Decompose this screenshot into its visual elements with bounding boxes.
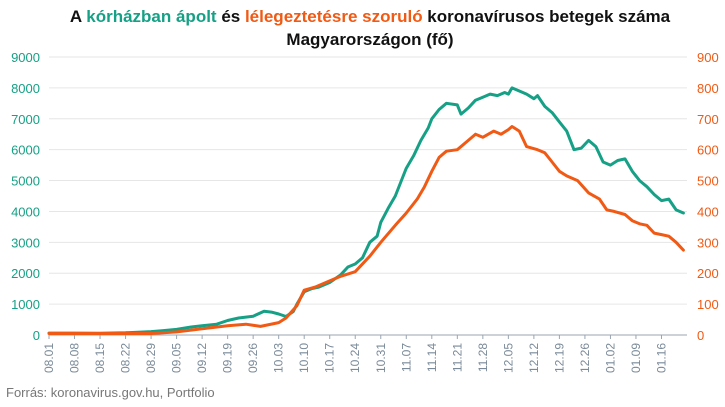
left-tick-label: 8000 (11, 81, 40, 96)
x-tick-label: 08.01 (42, 343, 56, 373)
right-tick-label: 100 (697, 297, 719, 312)
left-tick-label: 0 (33, 328, 40, 343)
left-tick-label: 3000 (11, 235, 40, 250)
title-ventilator-label: lélegeztetésre szoruló (244, 7, 423, 26)
ventilator-series-line (47, 125, 685, 335)
title-connector: és (216, 7, 245, 26)
right-tick-label: 800 (697, 81, 719, 96)
x-tick-label: 10.24 (348, 343, 362, 373)
left-tick-label: 9000 (11, 50, 40, 65)
x-tick-label: 01.16 (654, 343, 668, 373)
right-tick-label: 500 (697, 174, 719, 189)
left-tick-label: 5000 (11, 174, 40, 189)
right-tick-label: 200 (697, 266, 719, 281)
gridlines (49, 56, 687, 336)
x-tick-label: 01.09 (629, 343, 643, 373)
x-tick-label: 10.17 (323, 343, 337, 373)
title-hospital-label: kórházban ápolt (86, 7, 217, 26)
left-tick-label: 2000 (11, 266, 40, 281)
x-tick-label: 12.05 (501, 343, 515, 373)
right-tick-label: 600 (697, 143, 719, 158)
x-tick-label: 12.19 (552, 343, 566, 373)
x-tick-label: 09.12 (195, 343, 209, 373)
left-axis-ticks: 0 1000 2000 3000 4000 5000 6000 7000 8000 9000 (11, 50, 40, 343)
x-tick-label: 08.08 (68, 343, 82, 373)
chart-title: A kórházban ápolt és lélegeztetésre szor… (60, 5, 680, 51)
right-tick-label: 400 (697, 204, 719, 219)
x-tick-label: 10.03 (272, 343, 286, 373)
right-tick-label: 900 (697, 50, 719, 65)
right-tick-label: 0 (697, 328, 704, 343)
x-tick-label: 09.19 (221, 343, 235, 373)
right-tick-label: 300 (697, 235, 719, 250)
x-tick-label: 08.15 (93, 343, 107, 373)
series-lines (47, 86, 685, 335)
x-tick-label: 10.31 (374, 343, 388, 373)
source-note: Forrás: koronavirus.gov.hu, Portfolio (6, 385, 215, 400)
left-tick-label: 6000 (11, 143, 40, 158)
x-axis-ticks: 08.01 08.08 08.15 08.22 08.29 09.05 09.12 09.19… (42, 334, 687, 373)
x-tick-label: 12.12 (527, 343, 541, 373)
x-tick-label: 09.05 (170, 343, 184, 373)
x-tick-label: 08.29 (144, 343, 158, 373)
x-tick-label: 11.21 (450, 343, 464, 372)
x-tick-label: 11.14 (425, 343, 439, 372)
right-axis-ticks: 0 100 200 300 400 500 600 700 800 900 (697, 50, 719, 343)
left-tick-label: 4000 (11, 204, 40, 219)
title-suffix: koronavírusos betegek száma Magyarország… (286, 7, 671, 49)
x-tick-label: 10.10 (297, 343, 311, 373)
title-prefix: A (69, 7, 87, 26)
left-tick-label: 7000 (11, 112, 40, 127)
hospital-series-line (47, 86, 685, 335)
left-tick-label: 1000 (11, 297, 40, 312)
x-tick-label: 11.07 (399, 343, 413, 372)
x-tick-label: 11.28 (476, 343, 490, 372)
x-tick-label: 08.22 (119, 343, 133, 373)
x-tick-label: 01.02 (603, 343, 617, 373)
x-tick-label: 09.26 (246, 343, 260, 373)
x-tick-label: 12.26 (578, 343, 592, 373)
right-tick-label: 700 (697, 112, 719, 127)
